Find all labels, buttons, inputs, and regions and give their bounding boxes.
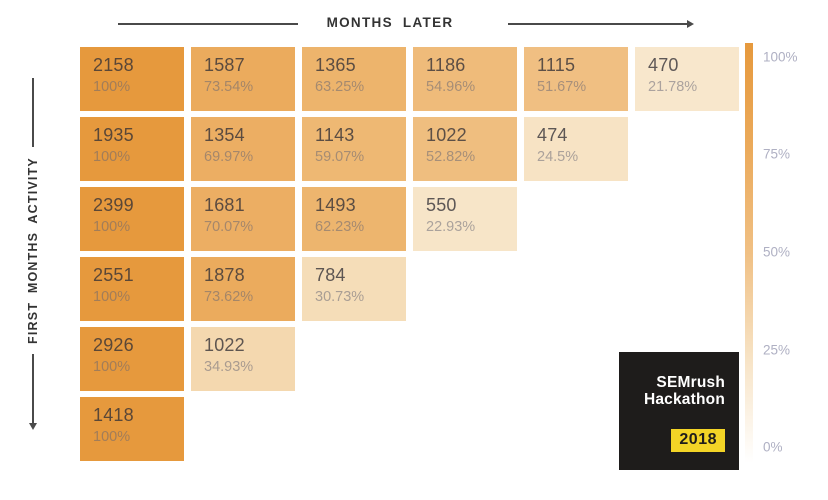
branding-line2: Hackathon: [643, 391, 725, 408]
cohort-cell-r1c4: 1186 54.96%: [413, 47, 517, 111]
branding-line1: SEMrush: [656, 374, 725, 391]
cohort-cell-r1c5: 1115 51.67%: [524, 47, 628, 111]
cell-percent: 30.73%: [315, 289, 365, 305]
cell-value: 784: [315, 265, 346, 285]
cohort-cell-r1c3: 1365 63.25%: [302, 47, 406, 111]
right-arrow-icon: [687, 20, 694, 28]
cell-percent: 73.62%: [204, 289, 254, 305]
cell-percent: 52.82%: [426, 149, 476, 165]
cell-value: 550: [426, 195, 457, 215]
cell-value: 2551: [93, 265, 134, 285]
cohort-cell-r2c4: 1022 52.82%: [413, 117, 517, 181]
cell-percent: 63.25%: [315, 79, 365, 95]
cell-value: 1418: [93, 405, 134, 425]
cell-percent: 24.5%: [537, 149, 579, 165]
cohort-cell-r4c3: 784 30.73%: [302, 257, 406, 321]
top-axis-left-line: [118, 23, 298, 25]
cell-value: 1493: [315, 195, 356, 215]
cell-percent: 51.67%: [537, 79, 587, 95]
cohort-cell-r5c1: 2926 100%: [80, 327, 184, 391]
cohort-cell-r6c1: 1418 100%: [80, 397, 184, 461]
cell-percent: 54.96%: [426, 79, 476, 95]
cohort-cell-r5c2: 1022 34.93%: [191, 327, 295, 391]
colorbar-label-0: 0%: [763, 439, 783, 455]
cell-percent: 70.07%: [204, 219, 254, 235]
cell-percent: 34.93%: [204, 359, 254, 375]
left-axis-upper-line: [32, 78, 34, 148]
cohort-cell-r1c1: 2158 100%: [80, 47, 184, 111]
cell-value: 1935: [93, 125, 134, 145]
cohort-grid: 2158 100% 1587 73.54% 1365 63.25% 1186 5…: [80, 47, 740, 461]
cell-value: 1878: [204, 265, 245, 285]
cell-percent: 73.54%: [204, 79, 254, 95]
branding-box: SEMrush Hackathon 2018: [619, 352, 739, 470]
cell-value: 470: [648, 55, 679, 75]
cell-value: 1115: [537, 55, 576, 75]
cell-value: 1365: [315, 55, 356, 75]
cell-value: 1186: [426, 55, 466, 75]
cell-value: 2158: [93, 55, 134, 75]
cohort-cell-r4c2: 1878 73.62%: [191, 257, 295, 321]
cohort-cell-r2c1: 1935 100%: [80, 117, 184, 181]
cohort-cell-r2c3: 1143 59.07%: [302, 117, 406, 181]
top-axis-label: MONTHS LATER: [326, 15, 454, 30]
cell-percent: 59.07%: [315, 149, 365, 165]
cohort-cell-r1c6: 470 21.78%: [635, 47, 739, 111]
cohort-cell-r3c2: 1681 70.07%: [191, 187, 295, 251]
cell-percent: 69.97%: [204, 149, 254, 165]
cell-percent: 22.93%: [426, 219, 476, 235]
cohort-cell-r1c2: 1587 73.54%: [191, 47, 295, 111]
cell-value: 1022: [204, 335, 245, 355]
colorbar-label-25: 25%: [763, 342, 791, 358]
cell-percent: 100%: [93, 79, 131, 95]
cell-value: 1587: [204, 55, 245, 75]
left-axis-label: FIRST MONTHS ACTIVITY: [26, 157, 40, 344]
cell-value: 1681: [204, 195, 245, 215]
cell-percent: 100%: [93, 149, 131, 165]
cohort-cell-r4c1: 2551 100%: [80, 257, 184, 321]
cohort-cell-r2c2: 1354 69.97%: [191, 117, 295, 181]
colorbar-label-75: 75%: [763, 146, 791, 162]
cell-value: 2926: [93, 335, 134, 355]
left-axis-lower-line: [32, 353, 34, 423]
cell-percent: 100%: [93, 289, 131, 305]
down-arrow-icon: [29, 423, 37, 430]
cohort-cell-r3c3: 1493 62.23%: [302, 187, 406, 251]
cohort-cell-r3c4: 550 22.93%: [413, 187, 517, 251]
cell-percent: 100%: [93, 219, 131, 235]
cell-value: 1022: [426, 125, 467, 145]
cell-percent: 21.78%: [648, 79, 698, 95]
cell-percent: 100%: [93, 359, 131, 375]
cohort-cell-r3c1: 2399 100%: [80, 187, 184, 251]
cell-percent: 62.23%: [315, 219, 365, 235]
left-axis: FIRST MONTHS ACTIVITY: [23, 78, 43, 430]
colorbar: [745, 43, 753, 463]
year-badge: 2018: [671, 429, 725, 452]
cell-percent: 100%: [93, 429, 131, 445]
cell-value: 1143: [315, 125, 355, 145]
colorbar-label-50: 50%: [763, 244, 791, 260]
top-axis-right-line: [508, 23, 688, 25]
cell-value: 2399: [93, 195, 134, 215]
cell-value: 474: [537, 125, 568, 145]
colorbar-label-100: 100%: [763, 49, 798, 65]
cohort-cell-r2c5: 474 24.5%: [524, 117, 628, 181]
cell-value: 1354: [204, 125, 245, 145]
